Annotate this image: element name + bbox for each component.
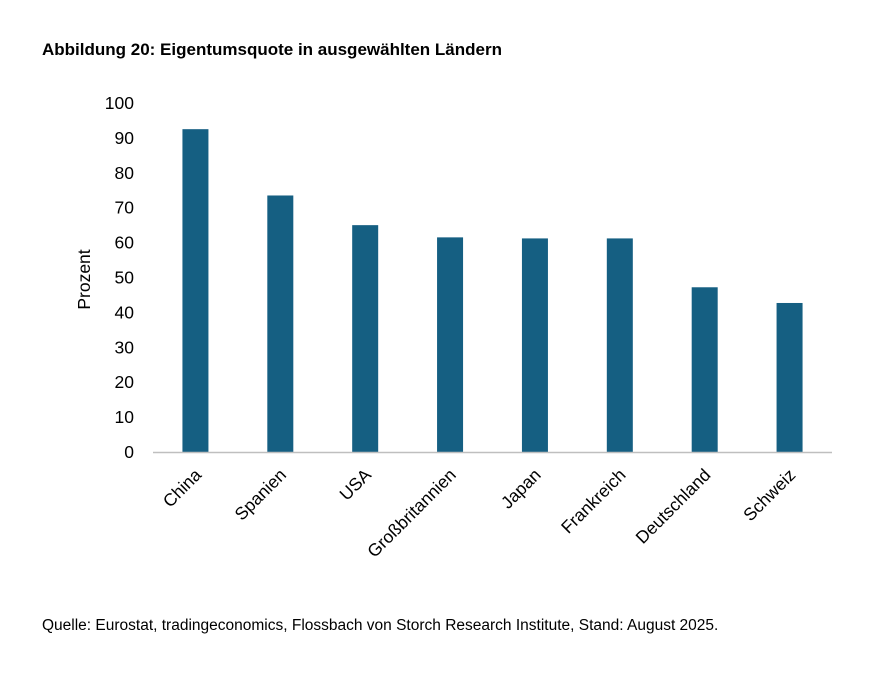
chart-title: Abbildung 20: Eigentumsquote in ausgewäh…	[42, 40, 502, 59]
bar-chart: 0 10 20 30 40 50 60 70 80 90 100 China Spanien USAGr…	[74, 93, 832, 561]
bar-deutschland	[691, 287, 718, 452]
y-tick-label: 10	[115, 407, 135, 427]
bar-usa	[352, 225, 379, 452]
y-tick-label: 40	[115, 302, 135, 322]
bar-japan	[521, 238, 548, 452]
bar-spanien	[267, 195, 294, 453]
x-tick-label: Großbritannien	[363, 465, 460, 562]
y-tick-label: 70	[115, 198, 135, 218]
x-tick-label: Schweiz	[739, 465, 799, 525]
bar-frankreich	[606, 238, 633, 452]
source-note: Quelle: Eurostat, tradingeconomics, Flos…	[42, 617, 719, 634]
x-tick-label: USA	[335, 464, 375, 504]
y-tick-label: 80	[115, 163, 135, 183]
y-tick-label: 90	[115, 128, 135, 148]
x-tick-label: Deutschland	[632, 465, 715, 548]
y-tick-label: 60	[115, 233, 135, 253]
bar-großbritannien	[437, 237, 464, 452]
y-axis-label: Prozent	[74, 249, 94, 309]
y-tick-label: 30	[115, 337, 135, 357]
x-tick-label: China	[159, 465, 206, 512]
bar-china	[182, 129, 209, 453]
y-tick-label: 20	[115, 372, 135, 392]
y-axis-ticks: 0 10 20 30 40 50 60 70 80 90 100	[105, 93, 134, 462]
y-tick-label: 100	[105, 93, 134, 113]
x-tick-label: Frankreich	[557, 465, 630, 538]
x-tick-label: Spanien	[231, 465, 291, 525]
x-tick-label: Japan	[497, 465, 545, 513]
bar-schweiz	[776, 302, 803, 452]
y-tick-label: 50	[115, 268, 135, 288]
y-tick-label: 0	[124, 442, 134, 462]
bars	[182, 129, 803, 453]
